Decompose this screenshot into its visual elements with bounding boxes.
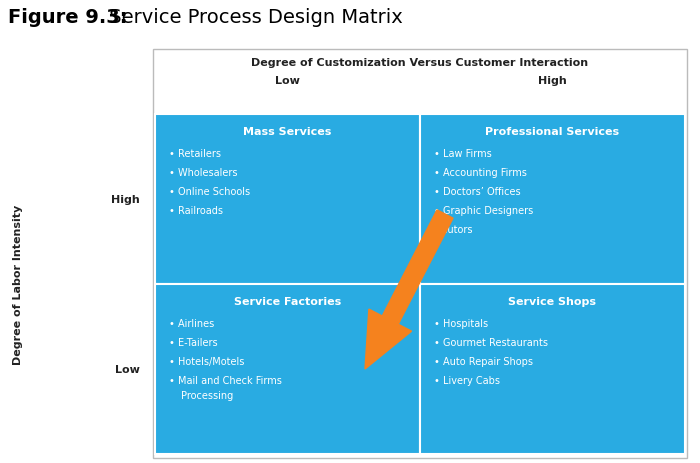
Text: • Airlines: • Airlines	[169, 319, 214, 328]
Text: High: High	[111, 194, 140, 205]
FancyArrow shape	[365, 210, 453, 369]
Text: • Graphic Designers: • Graphic Designers	[434, 206, 533, 216]
Text: • Law Firms: • Law Firms	[434, 149, 491, 159]
Text: • Doctors’ Offices: • Doctors’ Offices	[434, 187, 521, 197]
Text: • Gourmet Restaurants: • Gourmet Restaurants	[434, 337, 548, 347]
Text: Degree of Customization Versus Customer Interaction: Degree of Customization Versus Customer …	[251, 58, 589, 68]
Text: Low: Low	[115, 364, 140, 374]
Text: Service Factories: Service Factories	[234, 296, 341, 307]
Bar	[155, 284, 420, 454]
Text: • Wholesalers: • Wholesalers	[169, 168, 237, 178]
Text: Mass Services: Mass Services	[244, 127, 332, 137]
Text: • Livery Cabs: • Livery Cabs	[434, 375, 500, 385]
Text: • Retailers: • Retailers	[169, 149, 221, 159]
Text: Professional Services: Professional Services	[485, 127, 620, 137]
Text: • Accounting Firms: • Accounting Firms	[434, 168, 527, 178]
Text: • Auto Repair Shops: • Auto Repair Shops	[434, 356, 533, 366]
Bar	[420, 284, 685, 454]
Bar	[153, 50, 687, 458]
Bar	[155, 115, 420, 284]
Text: Service Process Design Matrix: Service Process Design Matrix	[103, 8, 402, 27]
Text: • Hotels/Motels: • Hotels/Motels	[169, 356, 244, 366]
Text: • E-Tailers: • E-Tailers	[169, 337, 218, 347]
Text: Figure 9.3:: Figure 9.3:	[8, 8, 127, 27]
Bar	[420, 115, 685, 284]
Text: High: High	[538, 76, 567, 86]
Text: • Tutors: • Tutors	[434, 225, 473, 234]
Text: • Online Schools: • Online Schools	[169, 187, 250, 197]
Text: • Mail and Check Firms: • Mail and Check Firms	[169, 375, 282, 385]
Text: • Railroads: • Railroads	[169, 206, 223, 216]
Text: Processing: Processing	[181, 390, 233, 400]
Text: Service Shops: Service Shops	[508, 296, 596, 307]
Text: Low: Low	[275, 76, 300, 86]
Text: Degree of Labor Intensity: Degree of Labor Intensity	[13, 205, 23, 364]
Text: • Hospitals: • Hospitals	[434, 319, 488, 328]
